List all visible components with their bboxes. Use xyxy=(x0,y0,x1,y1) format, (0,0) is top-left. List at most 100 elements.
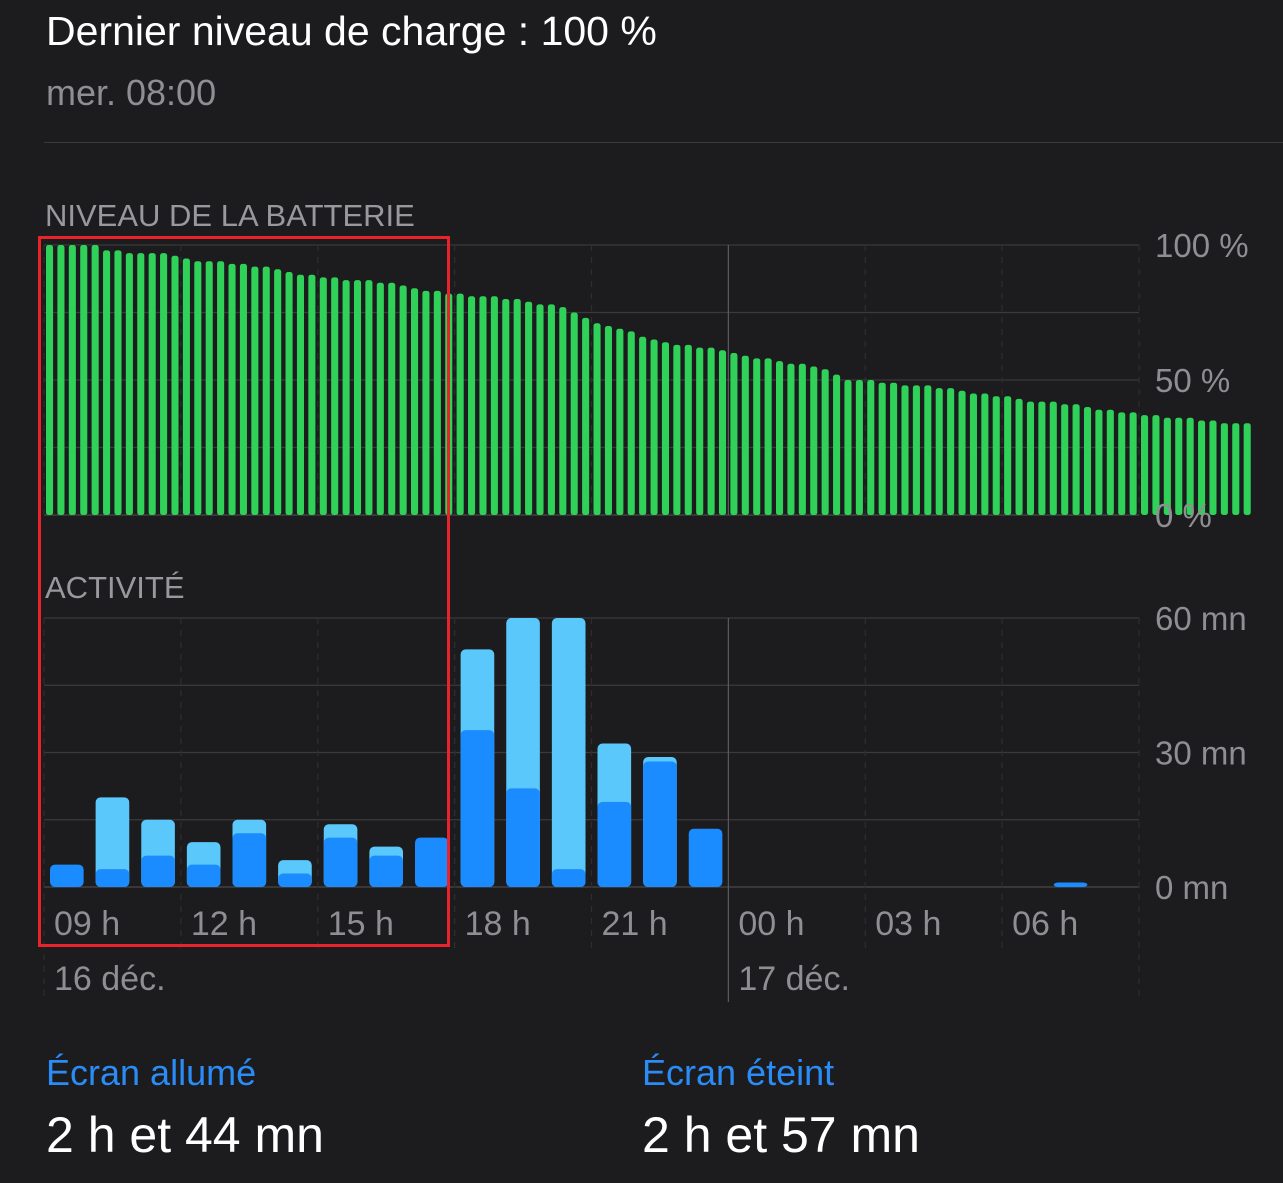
battery-bar xyxy=(616,328,624,515)
battery-bar xyxy=(684,344,692,515)
battery-bar xyxy=(650,339,658,515)
battery-bar xyxy=(490,296,498,515)
charts-canvas[interactable]: 100 % 50 % 0 % 60 mn 30 mn 0 mn 09 h 12 h 15 h 18… xyxy=(0,0,1283,1040)
date-label: 17 déc. xyxy=(738,960,850,998)
activity-y-tick-label: 30 mn xyxy=(1155,735,1247,772)
header-divider xyxy=(44,142,1283,143)
battery-bar xyxy=(1152,415,1160,515)
battery-bar xyxy=(1163,417,1171,515)
activity-bar-screen-on xyxy=(369,855,403,887)
battery-bar xyxy=(68,245,76,515)
last-charge-time: mer. 08:00 xyxy=(46,72,217,113)
battery-bar xyxy=(1072,404,1080,515)
battery-bar xyxy=(228,263,236,515)
battery-bar xyxy=(103,250,111,515)
date-label: 16 déc. xyxy=(54,960,166,998)
activity-bar-screen-on xyxy=(506,788,540,887)
battery-y-tick-label: 100 % xyxy=(1155,227,1249,264)
battery-section-title: NIVEAU DE LA BATTERIE xyxy=(45,198,415,233)
battery-bar xyxy=(696,347,704,515)
battery-bar xyxy=(1038,401,1046,515)
battery-bar xyxy=(353,280,362,515)
battery-bar xyxy=(878,382,886,515)
battery-bar xyxy=(160,253,168,515)
battery-bar xyxy=(217,261,225,515)
x-tick-label: 03 h xyxy=(875,905,941,943)
battery-bar xyxy=(456,293,464,515)
screen-off-value: 2 h et 57 mn xyxy=(642,1107,920,1163)
battery-bar xyxy=(513,299,521,515)
battery-bar xyxy=(125,253,133,515)
activity-bar-screen-on xyxy=(460,730,495,887)
battery-bar xyxy=(239,263,247,515)
battery-bar xyxy=(1232,423,1240,515)
battery-bar xyxy=(992,396,1000,515)
battery-bar xyxy=(1004,396,1012,515)
battery-bar xyxy=(1015,398,1023,515)
battery-bar xyxy=(274,269,282,515)
battery-bar xyxy=(867,380,875,515)
battery-bar xyxy=(46,245,54,515)
x-tick-label: 09 h xyxy=(54,905,120,943)
battery-bar xyxy=(547,304,555,515)
battery-bar xyxy=(787,363,795,515)
battery-bar xyxy=(1106,409,1114,515)
battery-bar xyxy=(570,312,578,515)
highlight-box xyxy=(38,236,450,947)
activity-bar-screen-on xyxy=(688,828,723,887)
battery-bar xyxy=(1083,407,1092,515)
battery-bar xyxy=(821,369,829,515)
battery-bar xyxy=(365,280,373,515)
battery-bar xyxy=(1049,401,1057,515)
battery-bar xyxy=(1209,420,1217,515)
activity-bar-screen-on xyxy=(278,873,312,887)
battery-bar xyxy=(833,374,841,515)
battery-bar xyxy=(1243,423,1251,515)
battery-bar xyxy=(890,382,898,515)
activity-bar-screen-on xyxy=(323,837,358,887)
battery-bar xyxy=(810,366,818,515)
activity-bar-screen-off xyxy=(551,618,586,887)
x-tick-label: 00 h xyxy=(738,905,804,943)
screen-off-label: Écran éteint xyxy=(642,1052,835,1093)
battery-bar xyxy=(627,331,635,515)
x-tick-label: 15 h xyxy=(328,905,394,943)
battery-bar xyxy=(673,344,681,515)
battery-bar xyxy=(536,304,544,515)
battery-bar xyxy=(764,358,772,515)
battery-bar xyxy=(114,250,122,515)
activity-bar-screen-on xyxy=(415,837,449,887)
activity-bar-screen-on xyxy=(141,855,175,887)
activity-y-tick-label: 60 mn xyxy=(1155,600,1247,637)
battery-bar xyxy=(924,385,932,515)
battery-bar xyxy=(342,280,350,515)
activity-bar-screen-on xyxy=(95,869,130,887)
battery-bar xyxy=(411,288,419,515)
activity-section-title: ACTIVITÉ xyxy=(45,570,185,605)
battery-bar xyxy=(262,266,270,515)
battery-bar xyxy=(399,285,407,515)
battery-y-tick-label: 0 % xyxy=(1155,497,1212,534)
battery-bar xyxy=(376,282,384,515)
x-tick-label: 12 h xyxy=(191,905,257,943)
battery-bar xyxy=(525,301,533,515)
battery-bar xyxy=(80,245,88,515)
battery-bar xyxy=(1186,417,1194,515)
battery-bar xyxy=(935,388,943,515)
battery-bar xyxy=(901,385,909,515)
activity-bar-screen-on xyxy=(1053,882,1088,887)
battery-bar xyxy=(1220,423,1228,515)
battery-bar xyxy=(422,290,430,515)
battery-bar xyxy=(1141,415,1149,515)
battery-bar xyxy=(1175,417,1183,515)
battery-bar xyxy=(1061,404,1069,515)
battery-bar xyxy=(776,361,784,515)
battery-bar xyxy=(947,388,955,515)
battery-bar xyxy=(137,253,145,515)
activity-bar-screen-off xyxy=(95,797,130,887)
battery-bar xyxy=(251,266,259,515)
battery-bar xyxy=(1118,412,1126,515)
x-tick-label: 06 h xyxy=(1012,905,1078,943)
activity-bar-screen-on xyxy=(186,864,221,887)
battery-bar xyxy=(958,390,966,515)
